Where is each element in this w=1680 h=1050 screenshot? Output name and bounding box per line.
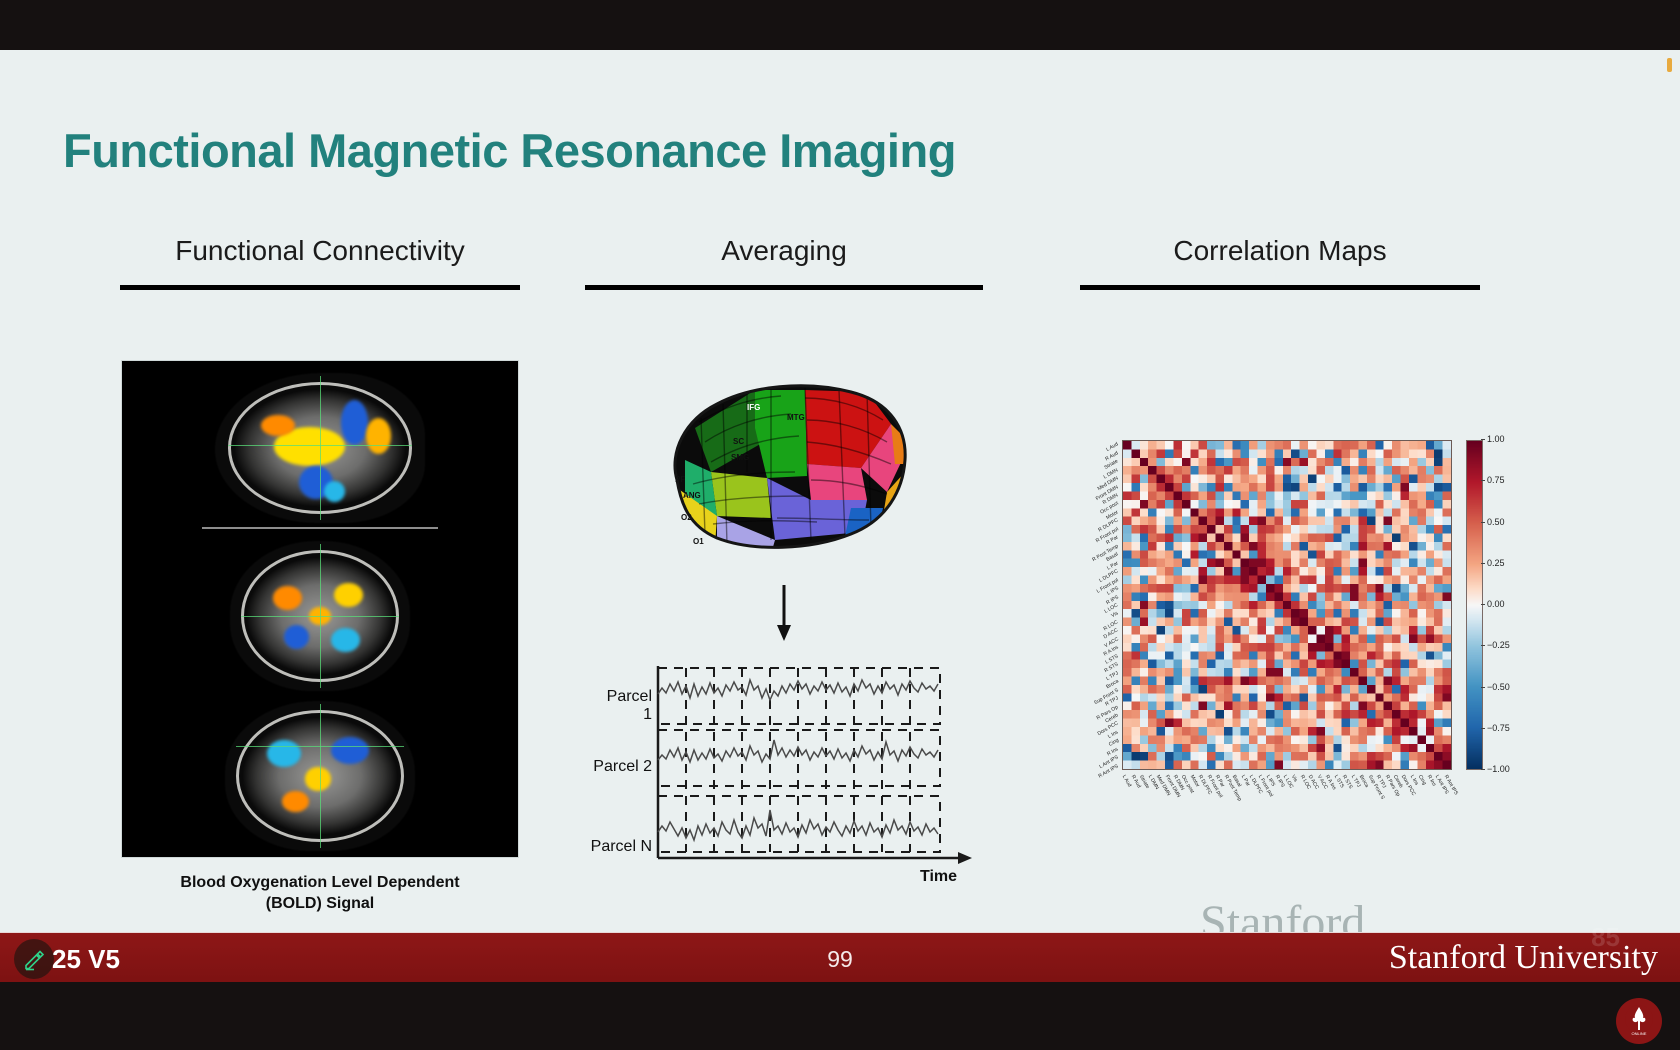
colorbar-tick: 0.75 — [1481, 475, 1505, 486]
colorbar-tick: 0.00 — [1481, 599, 1505, 609]
colorbar-tick: 1.00 — [1481, 434, 1505, 444]
svg-text:MTG: MTG — [787, 413, 805, 422]
column-rule — [120, 285, 520, 290]
colorbar-tick: 0.50 — [1481, 516, 1505, 527]
matrix-x-axis-labels: L Aud R Aud Striate L DMN Med DMN Front DMN R … — [1121, 772, 1459, 830]
page-number: 99 — [827, 946, 853, 972]
matrix-x-label: Vis — [1290, 774, 1299, 784]
svg-text:SMG: SMG — [731, 453, 749, 462]
column-rule — [1080, 285, 1480, 290]
brain-slice-coronal — [225, 701, 415, 851]
colorbar — [1466, 440, 1483, 770]
svg-text:ONLINE: ONLINE — [1632, 1031, 1647, 1036]
matrix-y-axis-labels: L Aud R Aud Striate L DMN Med DMN Front DMN R … — [1062, 440, 1120, 780]
column-title: Correlation Maps — [1173, 235, 1387, 266]
svg-text:O2: O2 — [681, 513, 692, 522]
colorbar-tick: −1.00 — [1481, 764, 1510, 774]
matrix-y-label: Vis — [1110, 610, 1120, 620]
matrix-heatmap — [1122, 440, 1452, 770]
timeseries-label-parcel-1: Parcel 1 — [606, 688, 652, 723]
slide-footer-bar: 25 V5 99 85 Stanford University — [0, 922, 1680, 982]
letterbox-top — [0, 0, 1680, 50]
column-header-functional-connectivity: Functional Connectivity — [120, 235, 520, 290]
colorbar-tick-labels: 1.00 0.75 0.50 0.25 0.00 −0.25 −0.50 −0.75 −1.00 — [1481, 432, 1547, 778]
colorbar-tick: −0.25 — [1481, 640, 1510, 651]
brain-parcellation-image: SC SMG MTG PF ANG O2 O1 IFG — [655, 368, 915, 568]
colorbar-tick: −0.75 — [1481, 722, 1510, 733]
svg-text:IFG: IFG — [747, 403, 760, 412]
page-title: Functional Magnetic Resonance Imaging — [63, 124, 956, 177]
bold-signal-image-panel — [121, 360, 519, 858]
footer-institution: Stanford University — [1388, 939, 1658, 976]
timeseries-label-parcel-n: Parcel N — [590, 838, 652, 855]
slide-canvas: Functional Magnetic Resonance Imaging Fu… — [0, 50, 1680, 949]
bold-caption-line1: Blood Oxygenation Level Dependent — [180, 874, 460, 891]
brain-slice-sagittal — [215, 373, 425, 523]
column-header-averaging: Averaging — [585, 235, 983, 290]
svg-text:ANG: ANG — [683, 491, 701, 500]
colorbar-tick: −0.50 — [1481, 681, 1510, 692]
svg-text:SC: SC — [733, 437, 744, 446]
timeseries-label-parcel-2: Parcel 2 — [593, 758, 652, 775]
column-header-correlation-maps: Correlation Maps — [1080, 235, 1480, 290]
letterbox-bottom: ONLINE — [0, 982, 1680, 1050]
column-rule — [585, 285, 983, 290]
footer-course-label: 25 V5 — [52, 944, 120, 974]
bold-caption-line2: (BOLD) Signal — [265, 895, 375, 912]
brain-slice-axial — [230, 541, 410, 691]
correlation-matrix-figure: L Aud R Aud Striate L DMN Med DMN Front DMN R … — [1062, 380, 1512, 830]
column-title: Functional Connectivity — [175, 235, 465, 266]
orange-marker-dot — [1667, 58, 1672, 72]
bold-caption: Blood Oxygenation Level Dependent (BOLD)… — [121, 872, 519, 914]
down-arrow-icon — [775, 585, 793, 641]
ghost-slide-number: 85 — [1591, 922, 1620, 952]
colorbar-tick: 0.25 — [1481, 557, 1505, 568]
pen-icon[interactable] — [14, 939, 54, 979]
timeseries-axis-label-time: Time — [920, 868, 958, 885]
svg-text:O1: O1 — [693, 537, 704, 546]
stanford-online-logo[interactable]: ONLINE — [1616, 998, 1662, 1044]
parcel-timeseries-plot: Parcel 1 Parcel 2 Parcel N Time — [590, 660, 980, 890]
svg-text:PF: PF — [675, 475, 685, 484]
column-title: Averaging — [721, 235, 847, 266]
